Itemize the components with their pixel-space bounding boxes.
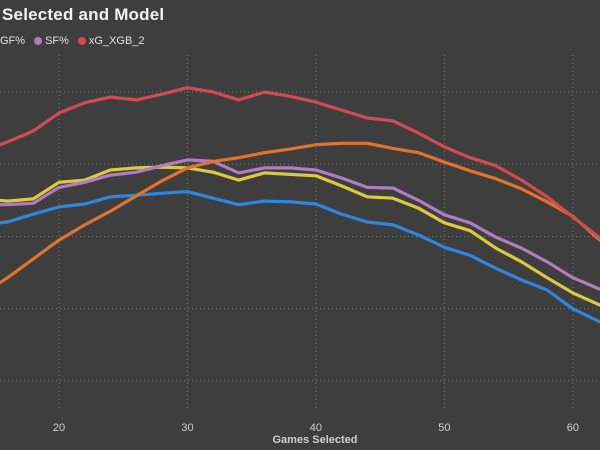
legend-dot bbox=[77, 37, 86, 45]
x-tick-label: 40 bbox=[310, 422, 322, 434]
x-tick-label: 60 bbox=[567, 422, 579, 434]
series-line-yellow-series bbox=[0, 165, 600, 307]
legend-dot bbox=[34, 37, 43, 45]
legend-label: GF% bbox=[0, 35, 26, 47]
legend-label: xG_XGB_2 bbox=[88, 35, 145, 47]
legend-item-sf-: SF% bbox=[34, 35, 69, 47]
x-tick-label: 20 bbox=[53, 422, 65, 434]
legend-label: SF% bbox=[45, 35, 69, 47]
x-tick-label: 50 bbox=[438, 422, 450, 434]
legend-item-gf-: GF% bbox=[0, 35, 25, 47]
series-line-purple-series bbox=[0, 158, 600, 291]
series-line-blue-series bbox=[0, 190, 600, 324]
chart-title: Selected and Model bbox=[2, 5, 165, 24]
series-line-red-series bbox=[0, 86, 600, 240]
legend-item-xg-xgb-2: xG_XGB_2 bbox=[77, 35, 145, 47]
x-axis-title: Games Selected bbox=[273, 434, 358, 446]
x-tick-label: 30 bbox=[181, 422, 193, 434]
series-line-orange-series bbox=[0, 141, 600, 285]
chart-legend: GF% SF% xG_XGB_2 bbox=[0, 34, 145, 48]
